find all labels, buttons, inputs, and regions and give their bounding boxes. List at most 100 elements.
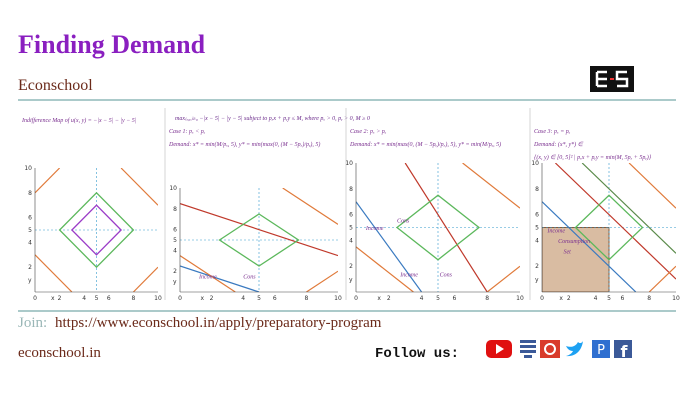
consumption-set xyxy=(542,227,610,292)
curve xyxy=(132,266,158,292)
y-tick-label: 5 xyxy=(28,227,32,234)
y-tick-label: 5 xyxy=(535,225,539,232)
indifference-curve xyxy=(218,213,300,267)
y-tick-label: 10 xyxy=(169,185,177,192)
subtitle: Econschool xyxy=(18,77,93,94)
x-tick-label: 6 xyxy=(107,295,111,302)
y-tick-label: 6 xyxy=(349,212,353,219)
curve xyxy=(648,265,676,292)
annotation: Consumption xyxy=(558,239,590,245)
curve xyxy=(306,270,338,292)
x-tick-label: 4 xyxy=(82,295,86,302)
x-tick-label: 5 xyxy=(607,295,611,302)
y-tick-label: 2 xyxy=(535,263,539,270)
x-tick-label: 6 xyxy=(273,295,277,302)
x-tick-label: 2 xyxy=(210,295,214,302)
x-tick-label: 2 xyxy=(387,295,391,302)
curve xyxy=(120,168,158,206)
x-tick-label: 8 xyxy=(304,295,308,302)
caption: {(x, y) ∈ [0, 5]² | pₓx + pᵧy = min(M, 5… xyxy=(534,154,652,161)
y-tick-label: 8 xyxy=(535,186,539,193)
x-tick-label: 5 xyxy=(257,295,261,302)
x-tick-label: 10 xyxy=(154,295,162,302)
x-axis-label: x xyxy=(51,295,55,302)
y-tick-label: 5 xyxy=(349,225,353,232)
caption: Case 1: pₓ < pᵧ xyxy=(169,129,206,135)
caption: Demand: x* = min(max(0, (M − 5pᵧ)/pₓ), 5… xyxy=(349,141,501,148)
caption: Demand: (x*, y*) ∈ xyxy=(533,141,584,148)
curve xyxy=(180,255,236,292)
x-tick-label: 10 xyxy=(516,295,524,302)
curve xyxy=(356,201,423,292)
y-tick-label: 4 xyxy=(349,237,353,244)
y-tick-label: 8 xyxy=(173,206,177,213)
x-tick-label: 6 xyxy=(620,295,624,302)
annotation: Set xyxy=(563,249,571,255)
indifference-curve xyxy=(395,194,481,261)
plot xyxy=(180,188,338,292)
x-tick-label: 4 xyxy=(241,295,245,302)
curve xyxy=(554,163,676,280)
y-tick-label: 2 xyxy=(349,263,353,270)
annotation: Income xyxy=(198,274,217,280)
x-tick-label: 8 xyxy=(131,295,135,302)
follow-label: Follow us: xyxy=(375,346,459,362)
title: Finding Demand xyxy=(18,30,206,59)
caption: Case 3: pₓ = pᵧ xyxy=(534,129,571,135)
y-tick-label: 8 xyxy=(349,186,353,193)
x-tick-label: 5 xyxy=(436,295,440,302)
x-axis-label: x xyxy=(377,295,381,302)
x-tick-label: 8 xyxy=(485,295,489,302)
indifference-curve xyxy=(70,204,123,256)
y-tick-label: 5 xyxy=(173,237,177,244)
indifference-curve xyxy=(58,191,135,269)
x-tick-label: 8 xyxy=(647,295,651,302)
y-tick-label: 10 xyxy=(24,165,32,172)
link[interactable]: https://www.econschool.in/apply/preparat… xyxy=(55,315,382,331)
indifference-curve xyxy=(574,194,644,261)
x-tick-label: 0 xyxy=(540,295,544,302)
x-tick-label: 10 xyxy=(334,295,342,302)
caption: Indifference Map of u(x, y) = −|x − 5| −… xyxy=(21,117,137,124)
x-tick-label: 4 xyxy=(420,295,424,302)
annotation: Cons xyxy=(440,273,453,279)
y-tick-label: 8 xyxy=(28,190,32,197)
x-tick-label: 2 xyxy=(58,295,62,302)
y-tick-label: 4 xyxy=(535,237,539,244)
annotation: Cons xyxy=(397,218,410,224)
curve xyxy=(542,201,637,292)
annotation: Income xyxy=(546,229,565,235)
plot xyxy=(35,168,158,292)
annotation: Income xyxy=(365,226,384,232)
caption: Demand: x* = min(M/pₓ, 5), y* = min(max(… xyxy=(168,141,320,148)
problem: max₍ₓ,ᵧ₎≥₀ −|x − 5| − |y − 5| subject to… xyxy=(175,116,370,122)
y-tick-label: 10 xyxy=(531,160,539,167)
y-tick-label: 6 xyxy=(535,212,539,219)
curve xyxy=(282,188,338,225)
curve xyxy=(628,163,676,209)
x-tick-label: 0 xyxy=(33,295,37,302)
curve xyxy=(35,168,61,194)
y-axis-label: y xyxy=(535,277,539,284)
x-tick-label: 5 xyxy=(95,295,99,302)
y-axis-label: y xyxy=(173,279,177,286)
site[interactable]: econschool.in xyxy=(18,345,101,361)
svg-text:f: f xyxy=(621,342,629,361)
y-tick-label: 4 xyxy=(173,247,177,254)
social-icons[interactable]: P f xyxy=(486,340,632,361)
curve xyxy=(35,254,73,292)
x-tick-label: 2 xyxy=(567,295,571,302)
x-axis-label: x xyxy=(559,295,563,302)
x-tick-label: 10 xyxy=(672,295,680,302)
x-tick-label: 4 xyxy=(594,295,598,302)
x-axis-label: x xyxy=(201,295,205,302)
curve xyxy=(180,265,260,292)
logo xyxy=(590,66,634,92)
curve xyxy=(486,265,520,292)
y-axis-label: y xyxy=(28,277,32,284)
y-tick-label: 4 xyxy=(28,239,32,246)
curve xyxy=(462,163,520,209)
annotation: Income xyxy=(399,273,418,279)
svg-text:P: P xyxy=(597,343,605,358)
